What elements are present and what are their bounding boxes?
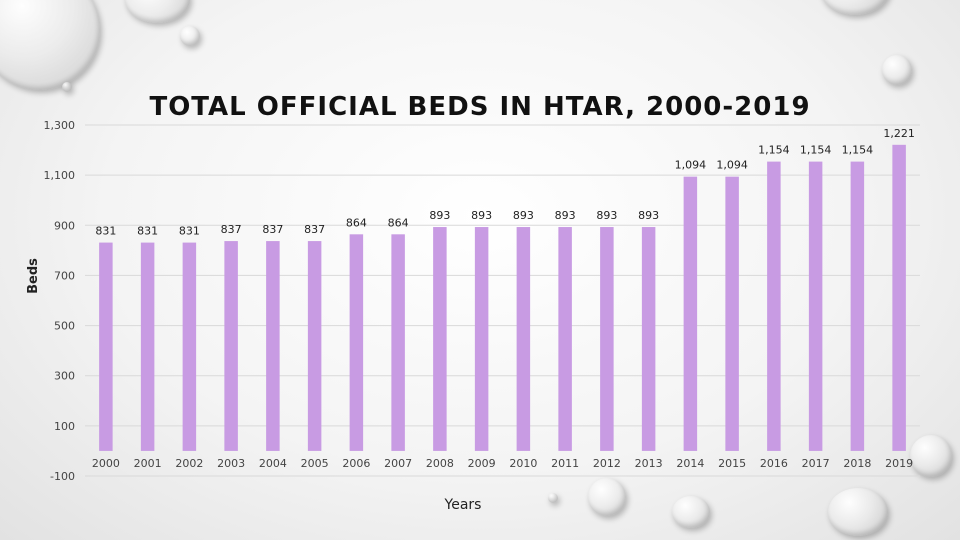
bar-2010 — [516, 227, 531, 451]
x-tick-label-2008: 2008 — [426, 457, 454, 470]
water-drop-decoration — [672, 496, 710, 528]
water-drop-decoration — [910, 435, 952, 477]
chart-title: TOTAL OFFICIAL BEDS IN HTAR, 2000-2019 — [149, 92, 811, 122]
x-tick-label-2004: 2004 — [259, 457, 287, 470]
bar-2005 — [307, 241, 322, 451]
y-tick-label: 500 — [54, 320, 75, 333]
x-tick-labels: 2000 2001 2002 2003 2004 2005 2006 2007 2008 2009… — [92, 457, 913, 470]
x-tick-label-2009: 2009 — [468, 457, 496, 470]
bar-2018 — [850, 161, 865, 451]
data-label-2012: 893 — [596, 209, 617, 222]
data-label-2003: 837 — [221, 223, 242, 236]
x-tick-label-2002: 2002 — [175, 457, 203, 470]
bar-2007 — [391, 234, 405, 451]
x-tick-label-2018: 2018 — [843, 457, 871, 470]
data-label-2014: 1,094 — [675, 159, 707, 172]
bar-2019 — [892, 144, 906, 451]
bar-2009 — [474, 227, 489, 451]
x-tick-label-2014: 2014 — [676, 457, 704, 470]
y-axis-title: Beds — [26, 258, 41, 294]
data-label-2011: 893 — [555, 209, 576, 222]
y-tick-label: 700 — [54, 269, 75, 282]
y-tick-label: -100 — [50, 470, 75, 483]
bar-2008 — [433, 227, 447, 451]
bar-2012 — [600, 227, 614, 451]
x-tick-label-2000: 2000 — [92, 457, 120, 470]
bar-2011 — [558, 227, 572, 451]
data-label-2010: 893 — [513, 209, 534, 222]
water-drop-decoration — [828, 488, 888, 536]
y-tick-label: 1,300 — [44, 119, 76, 132]
bar-2017 — [808, 161, 823, 451]
x-tick-label-2016: 2016 — [760, 457, 788, 470]
x-tick-label-2013: 2013 — [635, 457, 663, 470]
x-tick-label-2001: 2001 — [134, 457, 162, 470]
data-label-2017: 1,154 — [800, 144, 832, 157]
data-label-2002: 831 — [179, 225, 200, 238]
y-tick-label: 100 — [54, 420, 75, 433]
data-label-2000: 831 — [95, 225, 116, 238]
data-label-2001: 831 — [137, 225, 158, 238]
x-tick-label-2010: 2010 — [509, 457, 537, 470]
x-tick-label-2019: 2019 — [885, 457, 913, 470]
water-drop-decoration — [820, 0, 890, 15]
bars — [99, 144, 906, 451]
data-label-2019: 1,221 — [883, 127, 915, 140]
water-drop-decoration — [882, 55, 912, 85]
data-label-2007: 864 — [388, 216, 409, 229]
x-axis-title: Years — [444, 497, 482, 513]
water-drop-decoration — [125, 0, 190, 23]
bar-2016 — [767, 161, 781, 451]
bar-2015 — [725, 176, 739, 451]
data-label-2006: 864 — [346, 216, 367, 229]
data-label-2009: 893 — [471, 209, 492, 222]
x-tick-label-2012: 2012 — [593, 457, 621, 470]
bar-2000 — [99, 242, 113, 451]
y-tick-label: 1,100 — [44, 169, 76, 182]
water-drop-decoration — [180, 26, 200, 46]
water-drop-decoration — [548, 493, 558, 503]
x-tick-label-2003: 2003 — [217, 457, 245, 470]
bar-2006 — [349, 234, 364, 451]
data-labels: 831 831 831 837 837 837 864 864 893 893 893 893 893 8… — [95, 127, 915, 238]
bar-2001 — [140, 242, 155, 451]
water-drop-decoration — [588, 478, 626, 516]
bar-2003 — [224, 241, 238, 451]
x-tick-label-2011: 2011 — [551, 457, 579, 470]
x-tick-label-2007: 2007 — [384, 457, 412, 470]
bar-2002 — [182, 242, 197, 451]
x-tick-label-2017: 2017 — [802, 457, 830, 470]
y-tick-label: 900 — [54, 219, 75, 232]
data-label-2018: 1,154 — [842, 144, 874, 157]
bar-2013 — [641, 227, 656, 451]
data-label-2015: 1,094 — [716, 159, 748, 172]
y-tick-labels: -100 100 300 500 700 900 1,100 1,300 — [44, 119, 76, 483]
x-tick-label-2006: 2006 — [342, 457, 370, 470]
x-tick-label-2005: 2005 — [301, 457, 329, 470]
bar-2004 — [266, 241, 280, 451]
data-label-2013: 893 — [638, 209, 659, 222]
y-tick-label: 300 — [54, 370, 75, 383]
water-drop-decoration — [62, 82, 72, 92]
x-tick-label-2015: 2015 — [718, 457, 746, 470]
data-label-2005: 837 — [304, 223, 325, 236]
bar-2014 — [683, 176, 698, 451]
data-label-2016: 1,154 — [758, 144, 790, 157]
data-label-2008: 893 — [429, 209, 450, 222]
data-label-2004: 837 — [262, 223, 283, 236]
grid-lines — [85, 124, 920, 477]
